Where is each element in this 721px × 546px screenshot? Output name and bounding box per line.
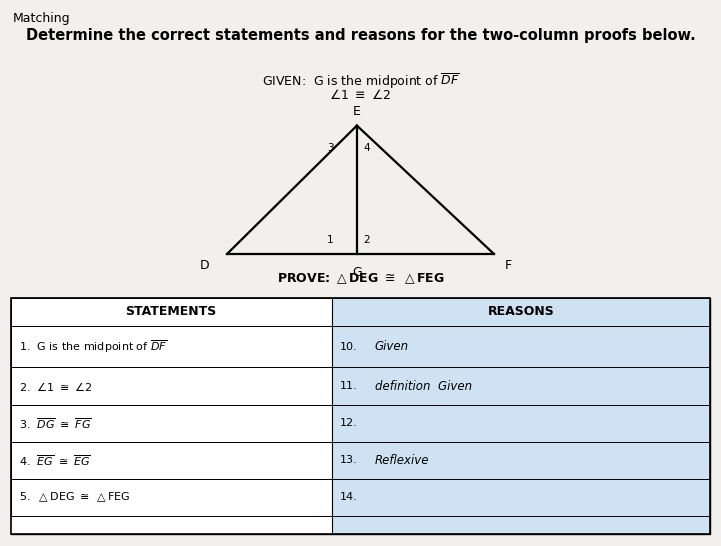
Text: REASONS: REASONS — [487, 305, 554, 318]
Bar — [332, 442, 710, 479]
Text: Matching: Matching — [13, 12, 71, 25]
Bar — [11, 298, 332, 534]
Text: 14.: 14. — [340, 492, 358, 502]
Text: 3: 3 — [327, 143, 334, 153]
Text: 1.  G is the midpoint of $\overline{DF}$: 1. G is the midpoint of $\overline{DF}$ — [19, 339, 168, 355]
Text: 4: 4 — [363, 143, 370, 153]
Text: 12.: 12. — [340, 418, 358, 428]
Bar — [332, 367, 710, 405]
Text: Determine the correct statements and reasons for the two-column proofs below.: Determine the correct statements and rea… — [26, 28, 695, 43]
Text: definition  Given: definition Given — [375, 379, 472, 393]
Text: 13.: 13. — [340, 455, 358, 465]
Bar — [11, 442, 332, 479]
Bar — [11, 298, 710, 534]
Bar — [11, 479, 332, 516]
Text: G: G — [352, 266, 362, 280]
Text: 3.  $\overline{DG}$ $\cong$ $\overline{FG}$: 3. $\overline{DG}$ $\cong$ $\overline{FG… — [19, 416, 92, 431]
Text: F: F — [505, 259, 512, 272]
Text: D: D — [200, 259, 209, 272]
Text: Given: Given — [375, 340, 409, 353]
Text: STATEMENTS: STATEMENTS — [125, 305, 217, 318]
Text: PROVE: $\triangle$DEG $\cong$ $\triangle$FEG: PROVE: $\triangle$DEG $\cong$ $\triangle… — [277, 271, 444, 286]
Bar — [332, 298, 710, 326]
Bar — [332, 479, 710, 516]
Bar — [11, 298, 710, 534]
Bar — [11, 405, 332, 442]
Text: 2.  $\angle$1 $\cong$ $\angle$2: 2. $\angle$1 $\cong$ $\angle$2 — [19, 379, 93, 393]
Text: E: E — [353, 105, 360, 118]
Bar — [332, 326, 710, 367]
Bar — [11, 367, 332, 405]
Bar — [332, 405, 710, 442]
Text: Reflexive: Reflexive — [375, 454, 430, 467]
Text: $\angle$1 $\equiv$ $\angle$2: $\angle$1 $\equiv$ $\angle$2 — [329, 88, 392, 103]
Bar — [11, 326, 332, 367]
Bar — [11, 298, 332, 326]
Text: 11.: 11. — [340, 381, 358, 391]
Text: 1: 1 — [327, 235, 334, 245]
Text: 10.: 10. — [340, 342, 358, 352]
Text: 4.  $\overline{EG}$ $\cong$ $\overline{EG}$: 4. $\overline{EG}$ $\cong$ $\overline{EG… — [19, 453, 91, 468]
Text: 5.  $\triangle$DEG $\cong$ $\triangle$FEG: 5. $\triangle$DEG $\cong$ $\triangle$FEG — [19, 491, 131, 504]
Text: GIVEN:  G is the midpoint of $\overline{DF}$: GIVEN: G is the midpoint of $\overline{D… — [262, 72, 459, 91]
Text: 2: 2 — [363, 235, 370, 245]
